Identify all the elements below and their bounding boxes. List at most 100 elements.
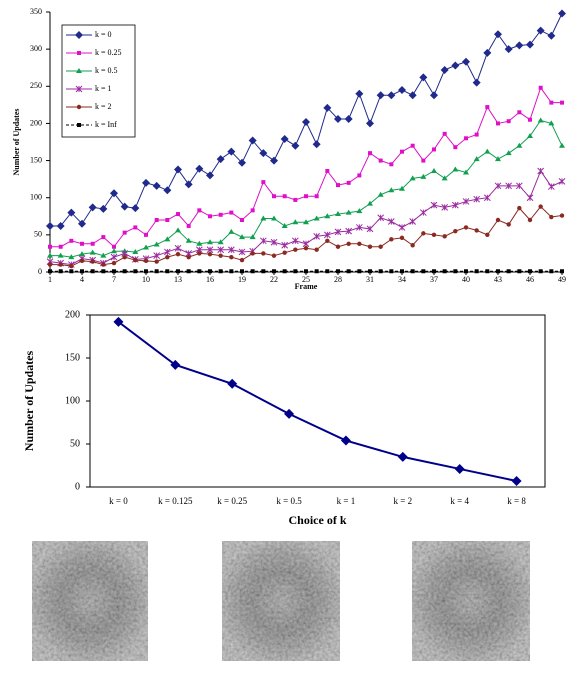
legend-marker: [76, 68, 82, 73]
marker: [281, 222, 288, 228]
marker: [227, 147, 236, 156]
marker: [538, 269, 543, 274]
marker: [101, 235, 106, 240]
marker: [163, 186, 172, 195]
x-tick-label: k = 8: [507, 496, 526, 506]
marker: [345, 227, 353, 235]
marker: [90, 269, 95, 274]
marker: [378, 244, 383, 249]
marker: [345, 209, 352, 215]
marker: [454, 463, 465, 474]
marker: [451, 201, 459, 209]
marker: [67, 208, 76, 217]
marker: [101, 269, 106, 274]
marker: [164, 236, 171, 242]
marker: [282, 269, 287, 274]
marker: [387, 218, 395, 225]
marker: [227, 246, 235, 254]
marker: [47, 252, 53, 258]
legend-box: [61, 24, 136, 138]
marker: [112, 269, 116, 274]
x-tick-label: 13: [174, 275, 182, 284]
x-tick-label: 25: [302, 275, 310, 284]
marker: [536, 26, 545, 35]
marker: [133, 225, 138, 230]
marker: [485, 105, 490, 110]
marker: [483, 194, 491, 202]
marker: [528, 117, 532, 122]
marker: [462, 57, 470, 66]
x-tick-label: k = 2: [394, 496, 413, 506]
marker: [48, 269, 52, 274]
x-tick-label: 4: [80, 275, 84, 284]
marker: [228, 228, 235, 234]
marker: [153, 252, 161, 260]
marker: [196, 240, 203, 246]
marker: [399, 235, 405, 241]
y-tick-label: 250: [30, 81, 42, 90]
marker: [452, 166, 459, 172]
marker: [357, 241, 362, 246]
x-tick-label: k = 0.25: [217, 496, 247, 506]
marker: [185, 237, 192, 243]
marker: [69, 269, 74, 274]
marker: [474, 269, 479, 274]
marker: [111, 260, 117, 266]
marker: [506, 119, 511, 124]
marker: [495, 156, 501, 162]
marker: [336, 183, 340, 188]
marker: [207, 251, 213, 257]
marker: [46, 221, 54, 230]
marker: [344, 114, 353, 123]
marker: [206, 171, 214, 180]
marker: [238, 158, 246, 167]
marker: [260, 215, 267, 221]
legend-marker: [75, 31, 83, 39]
marker: [356, 208, 363, 214]
marker: [430, 91, 438, 100]
marker: [442, 131, 447, 136]
x-tick-label: 28: [334, 275, 342, 284]
marker: [303, 219, 309, 225]
marker: [68, 254, 75, 260]
marker: [259, 149, 268, 158]
x-tick-label: 34: [398, 275, 406, 284]
y-tick-label: 150: [30, 155, 42, 164]
x-tick-label: 16: [206, 275, 214, 284]
marker: [389, 237, 394, 242]
marker: [453, 269, 458, 274]
marker: [472, 78, 481, 87]
marker: [313, 232, 321, 240]
marker: [473, 156, 480, 162]
marker: [368, 151, 372, 156]
marker: [176, 212, 180, 217]
marker: [547, 183, 555, 190]
marker: [419, 209, 427, 216]
marker: [334, 114, 342, 123]
marker: [281, 241, 289, 249]
marker: [58, 244, 63, 249]
marker: [389, 162, 394, 167]
marker: [511, 475, 522, 486]
marker: [271, 215, 277, 221]
marker: [410, 143, 415, 148]
y-tick-label: 0: [75, 481, 80, 492]
marker: [336, 269, 340, 274]
marker: [142, 178, 150, 187]
marker: [133, 269, 138, 274]
marker: [367, 200, 373, 206]
marker: [270, 156, 278, 165]
marker: [229, 269, 234, 274]
marker: [515, 41, 524, 50]
marker: [57, 252, 64, 258]
texture-image: [222, 541, 340, 661]
marker: [303, 246, 309, 251]
marker: [346, 269, 351, 274]
marker: [240, 218, 244, 222]
marker: [163, 248, 171, 256]
marker: [335, 244, 341, 249]
marker: [441, 204, 449, 211]
marker: [410, 269, 415, 274]
marker: [548, 120, 555, 126]
marker: [526, 194, 534, 202]
